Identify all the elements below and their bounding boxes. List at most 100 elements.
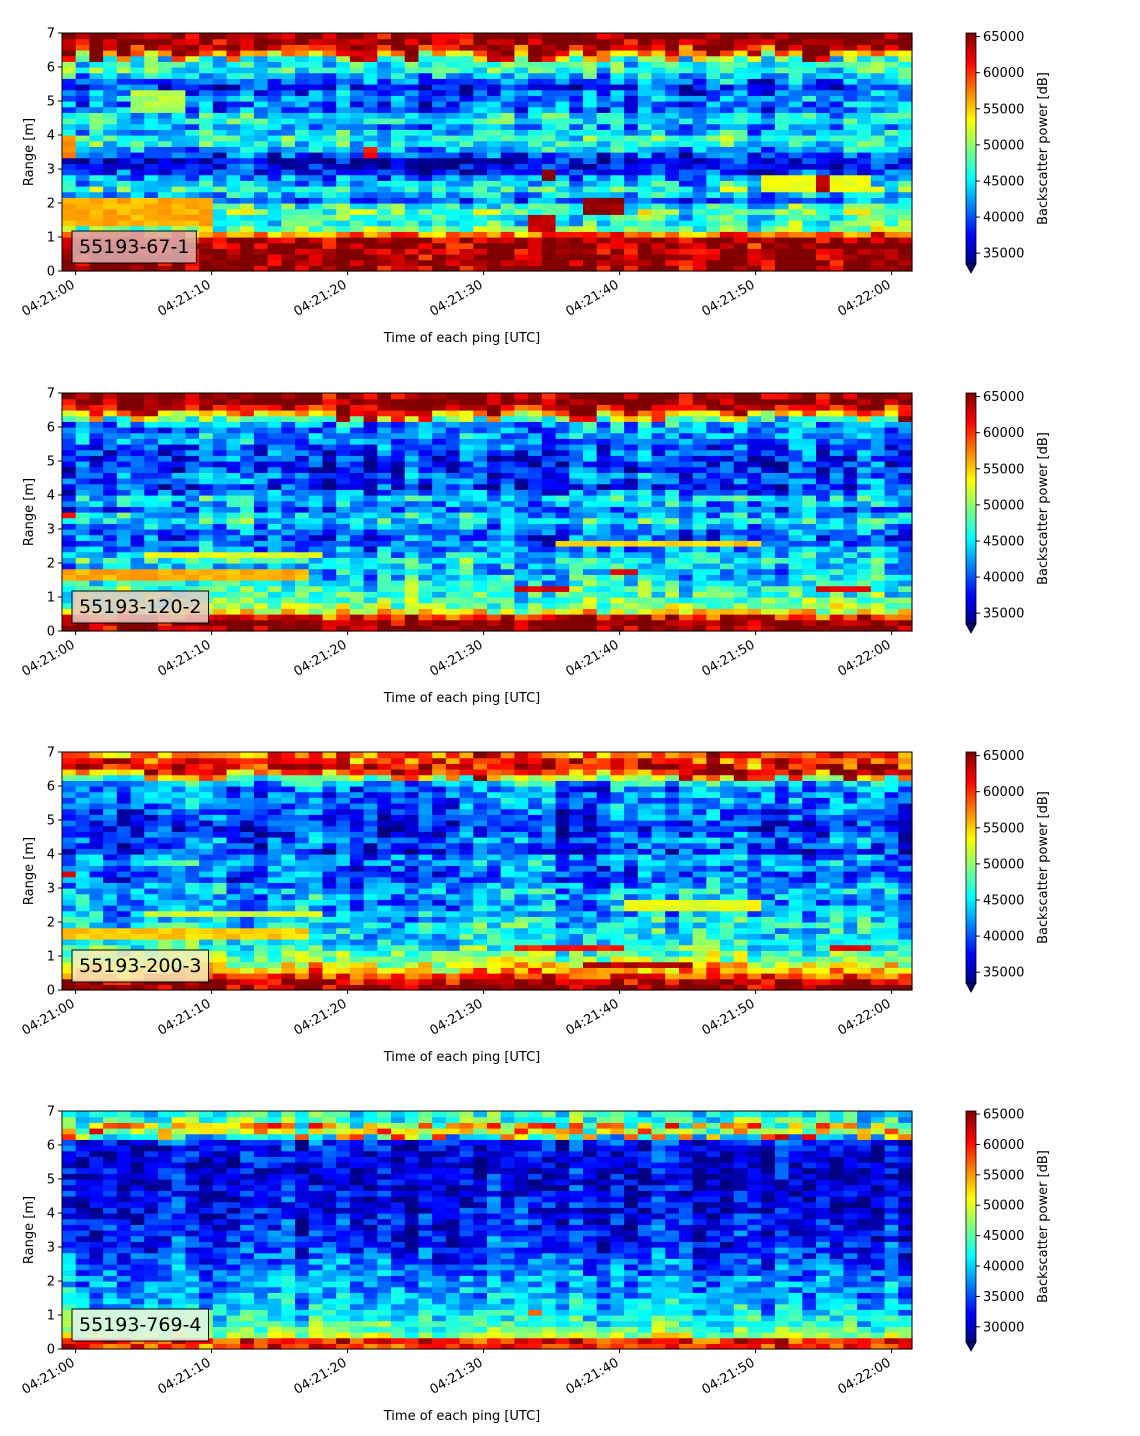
heatmap-cell — [473, 214, 488, 221]
heatmap-cell — [295, 483, 310, 490]
heatmap-cell — [391, 237, 406, 244]
heatmap-cell — [116, 398, 132, 405]
heatmap-cell — [692, 427, 707, 434]
heatmap-cell — [295, 38, 310, 45]
heatmap-cell — [89, 404, 104, 411]
heatmap-cell — [363, 438, 378, 445]
heatmap-cell — [363, 180, 378, 187]
heatmap-cell — [761, 523, 776, 530]
heatmap-cell — [240, 438, 255, 445]
heatmap-cell — [308, 180, 324, 187]
heatmap-cell — [678, 163, 694, 170]
heatmap-cell — [281, 472, 296, 479]
heatmap-cell — [692, 421, 707, 428]
heatmap-cell — [582, 489, 598, 496]
heatmap-cell — [747, 602, 762, 609]
heatmap-cell — [199, 225, 214, 232]
heatmap-cell — [541, 254, 557, 261]
heatmap-cell — [582, 398, 598, 405]
heatmap-cell — [445, 608, 461, 615]
heatmap-cell — [870, 129, 886, 136]
heatmap-cell — [692, 625, 707, 632]
heatmap-cell — [459, 404, 474, 411]
heatmap-cell — [665, 517, 680, 524]
heatmap-cell — [678, 180, 694, 187]
heatmap-cell — [473, 146, 488, 153]
heatmap-cell — [295, 455, 310, 462]
heatmap-cell — [199, 242, 214, 249]
heatmap-cell — [295, 231, 310, 238]
heatmap-cell — [555, 398, 570, 405]
heatmap-cell — [116, 563, 132, 570]
heatmap-cell — [555, 186, 570, 193]
heatmap-cell — [528, 89, 543, 96]
heatmap-cell — [445, 135, 461, 142]
heatmap-cell — [774, 191, 790, 198]
heatmap-cell — [445, 404, 461, 411]
heatmap-cell — [582, 427, 598, 434]
heatmap-cell — [473, 220, 488, 227]
heatmap-cell — [267, 512, 282, 519]
heatmap-cell — [295, 449, 310, 456]
heatmap-cell — [377, 61, 392, 68]
heatmap-cell — [418, 455, 433, 462]
heatmap-cell — [349, 557, 365, 564]
heatmap-cell — [144, 174, 159, 181]
heatmap-cell — [267, 101, 282, 108]
heatmap-cell — [75, 495, 91, 502]
heatmap-cell — [267, 33, 282, 40]
heatmap-cell — [761, 614, 776, 621]
heatmap-cell — [555, 72, 570, 79]
colorbar-segment — [966, 96, 976, 100]
heatmap-cell — [103, 61, 118, 68]
heatmap-cell — [665, 101, 680, 108]
heatmap-cell — [308, 84, 324, 91]
heatmap-cell — [432, 259, 447, 266]
heatmap-cell — [130, 540, 145, 547]
heatmap-cell — [582, 225, 598, 232]
heatmap-cell — [185, 61, 200, 68]
heatmap-cell — [144, 95, 159, 102]
heatmap-cell — [582, 466, 598, 473]
heatmap-cell — [665, 568, 680, 575]
heatmap-cell — [665, 220, 680, 227]
heatmap-cell — [295, 500, 310, 507]
heatmap-cell — [199, 55, 214, 62]
heatmap-cell — [432, 421, 447, 428]
heatmap-cell — [706, 265, 721, 272]
heatmap-cell — [116, 135, 132, 142]
heatmap-cell — [774, 602, 790, 609]
heatmap-cell — [637, 50, 653, 57]
colorbar-segment — [966, 217, 976, 222]
heatmap-cell — [240, 529, 255, 536]
heatmap-cell — [610, 50, 625, 57]
heatmap-cell — [62, 123, 77, 130]
heatmap-cell — [281, 466, 296, 473]
heatmap-cell — [788, 534, 803, 541]
heatmap-cell — [487, 237, 502, 244]
heatmap-cell — [774, 163, 790, 170]
heatmap-cell — [541, 432, 557, 439]
heatmap-cell — [377, 50, 392, 57]
heatmap-cell — [75, 540, 91, 547]
heatmap-cell — [774, 432, 790, 439]
heatmap-cell — [322, 265, 337, 272]
heatmap-cell — [651, 563, 666, 570]
heatmap-cell — [185, 512, 200, 519]
heatmap-cell — [624, 220, 639, 227]
heatmap-cell — [445, 95, 461, 102]
heatmap-cell — [788, 557, 803, 564]
heatmap-cell — [267, 72, 282, 79]
heatmap-cell — [103, 129, 118, 136]
heatmap-cell — [528, 78, 543, 85]
heatmap-cell — [473, 203, 488, 210]
heatmap-cell — [678, 44, 694, 51]
heatmap-cell — [418, 415, 433, 422]
heatmap-cell — [733, 557, 749, 564]
heatmap-cell — [377, 534, 392, 541]
heatmap-cell — [651, 33, 666, 40]
heatmap-cell — [445, 398, 461, 405]
heatmap-cell — [363, 568, 378, 575]
heatmap-cell — [281, 410, 296, 417]
heatmap-cell — [514, 449, 529, 456]
